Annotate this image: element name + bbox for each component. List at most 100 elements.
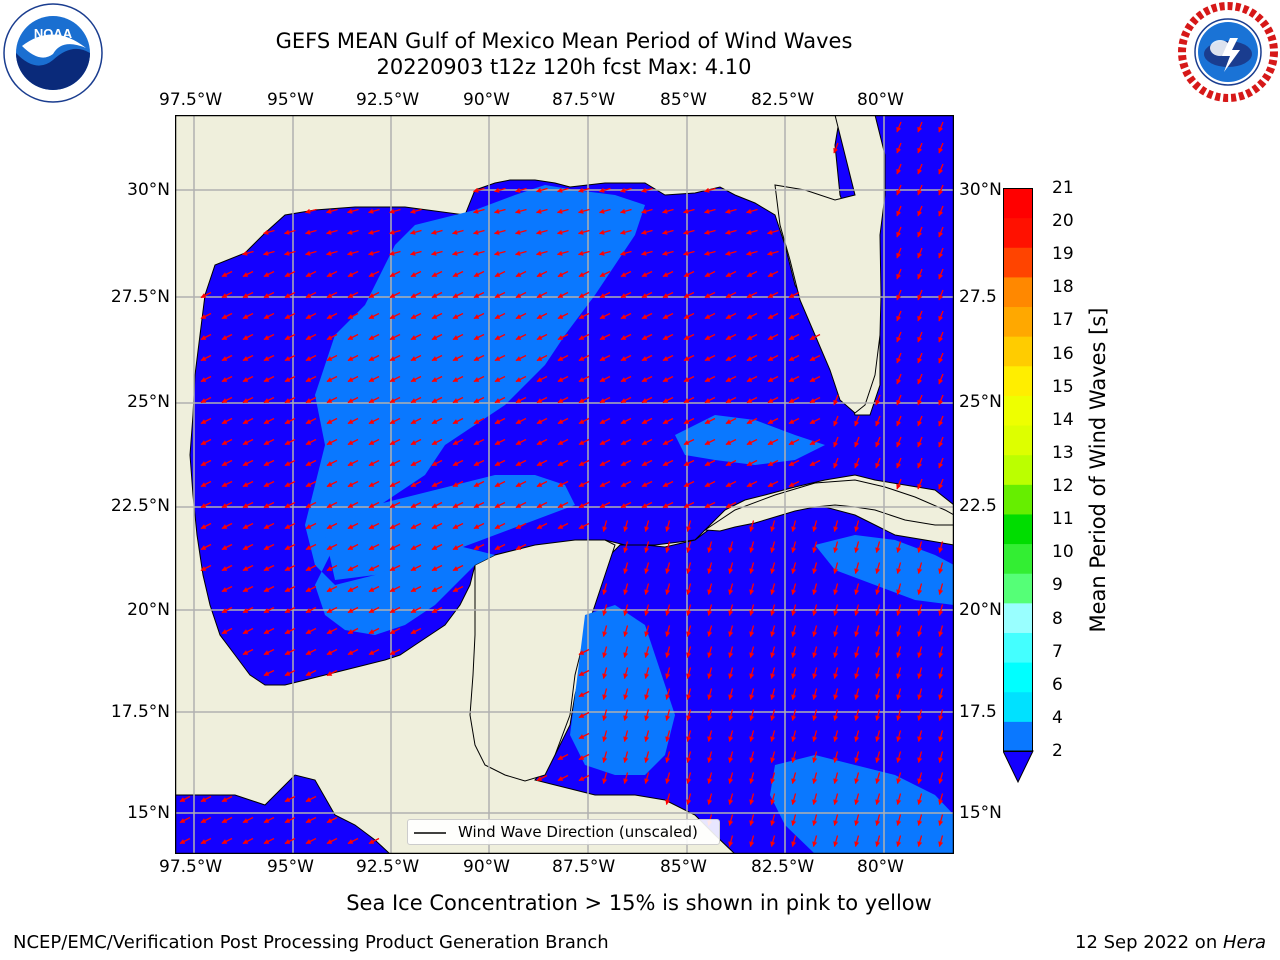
wind-wave-arrow	[686, 688, 692, 701]
wind-wave-arrow	[409, 208, 422, 214]
wind-wave-arrow	[536, 270, 548, 278]
wind-wave-arrow	[494, 291, 506, 299]
wind-wave-arrow	[200, 333, 212, 341]
wind-wave-arrow	[749, 793, 755, 806]
wind-wave-arrow	[812, 520, 818, 533]
wind-wave-arrow	[452, 396, 464, 404]
wind-wave-arrow	[703, 229, 716, 235]
lon-label-bottom: 85°W	[660, 857, 707, 877]
wind-wave-arrow	[661, 229, 674, 235]
lon-label-bottom: 97.5°W	[159, 857, 223, 877]
wind-wave-arrow	[767, 312, 779, 320]
wind-wave-arrow	[896, 247, 902, 259]
wind-wave-arrow	[263, 417, 275, 425]
wind-wave-arrow	[578, 774, 590, 782]
wind-wave-arrow	[724, 229, 737, 235]
wind-wave-arrow	[452, 438, 464, 446]
wind-wave-arrow	[305, 480, 317, 488]
wind-wave-arrow	[791, 751, 797, 764]
wind-wave-arrow	[917, 205, 923, 217]
footer-date: 12 Sep 2022 on	[1075, 932, 1223, 953]
wind-wave-arrow	[833, 814, 839, 827]
wind-wave-arrow	[557, 270, 569, 278]
noaa-logo: NOAA	[2, 2, 104, 104]
wind-wave-arrow	[770, 562, 776, 575]
wind-wave-arrow	[938, 268, 944, 280]
wind-wave-arrow	[938, 730, 944, 743]
wind-wave-arrow	[854, 730, 860, 743]
wind-wave-arrow	[619, 208, 632, 214]
wind-wave-arrow	[242, 816, 254, 824]
wind-wave-arrow	[686, 562, 692, 575]
colorbar-segment	[1003, 543, 1033, 574]
wind-wave-arrow	[326, 396, 338, 404]
wind-wave-arrow	[724, 208, 737, 214]
wind-wave-arrow	[451, 229, 464, 235]
wind-wave-arrow	[535, 229, 548, 235]
wind-wave-arrow	[767, 396, 779, 404]
wind-wave-arrow	[875, 415, 881, 427]
chart-title: GEFS MEAN Gulf of Mexico Mean Period of …	[275, 29, 853, 53]
wind-wave-arrow	[473, 417, 485, 425]
colorbar-segment	[1003, 247, 1033, 278]
wind-wave-arrow	[221, 396, 233, 404]
wind-wave-arrow	[746, 480, 758, 488]
wind-wave-arrow	[854, 772, 860, 785]
wind-wave-arrow	[938, 667, 944, 680]
lon-label-top: 92.5°W	[356, 90, 420, 110]
colorbar-tick-label: 6	[1052, 674, 1063, 695]
wind-wave-arrow	[875, 436, 881, 448]
wind-wave-arrow	[812, 709, 818, 722]
wind-wave-arrow	[746, 270, 758, 278]
wind-wave-arrow	[221, 354, 233, 362]
wind-wave-arrow	[347, 606, 359, 614]
wind-wave-arrow	[896, 289, 902, 301]
wind-wave-arrow	[221, 816, 233, 824]
wind-wave-arrow	[263, 606, 275, 614]
wind-wave-arrow	[938, 352, 944, 364]
wind-wave-arrow	[602, 772, 608, 785]
wind-wave-arrow	[578, 312, 590, 320]
colorbar-label: Mean Period of Wind Waves [s]	[1086, 307, 1110, 633]
wind-wave-arrow	[368, 333, 380, 341]
wind-wave-arrow	[938, 247, 944, 259]
wind-wave-arrow	[917, 184, 923, 196]
wind-wave-arrow	[602, 583, 608, 596]
wind-wave-arrow	[451, 250, 464, 256]
wind-wave-arrow	[536, 333, 548, 341]
wind-wave-arrow	[707, 709, 713, 722]
wind-wave-arrow	[704, 417, 716, 425]
wind-wave-arrow	[644, 709, 650, 722]
nws-logo	[1178, 2, 1278, 102]
cuba	[703, 479, 954, 532]
wind-wave-arrow	[283, 250, 296, 256]
wind-wave-arrow	[578, 375, 590, 383]
wind-wave-arrow	[347, 543, 359, 551]
legend-line-icon	[414, 832, 446, 834]
wind-wave-arrow	[641, 438, 653, 446]
wind-wave-arrow	[644, 562, 650, 575]
wind-wave-arrow	[473, 459, 485, 467]
wind-wave-arrow	[179, 816, 191, 824]
wind-wave-arrow	[242, 270, 254, 278]
wind-wave-arrow	[242, 396, 254, 404]
wind-wave-arrow	[749, 625, 755, 638]
wind-wave-arrow	[875, 814, 881, 827]
wind-wave-arrow	[791, 646, 797, 659]
wind-wave-arrow	[623, 562, 629, 575]
wind-wave-arrow	[263, 564, 275, 572]
wind-wave-arrow	[347, 417, 359, 425]
wind-wave-arrow	[644, 751, 650, 764]
wind-wave-arrow	[557, 459, 569, 467]
wind-wave-arrow	[791, 541, 797, 554]
wind-wave-arrow	[221, 270, 233, 278]
wind-wave-arrow	[602, 625, 608, 638]
wind-wave-arrow	[263, 396, 275, 404]
wind-wave-arrow	[833, 835, 839, 848]
wind-wave-arrow	[578, 354, 590, 362]
wind-wave-arrow	[452, 354, 464, 362]
wind-wave-arrow	[347, 837, 359, 845]
wind-wave-arrow	[389, 354, 401, 362]
wind-wave-arrow	[707, 772, 713, 785]
wind-wave-arrow	[854, 583, 860, 596]
